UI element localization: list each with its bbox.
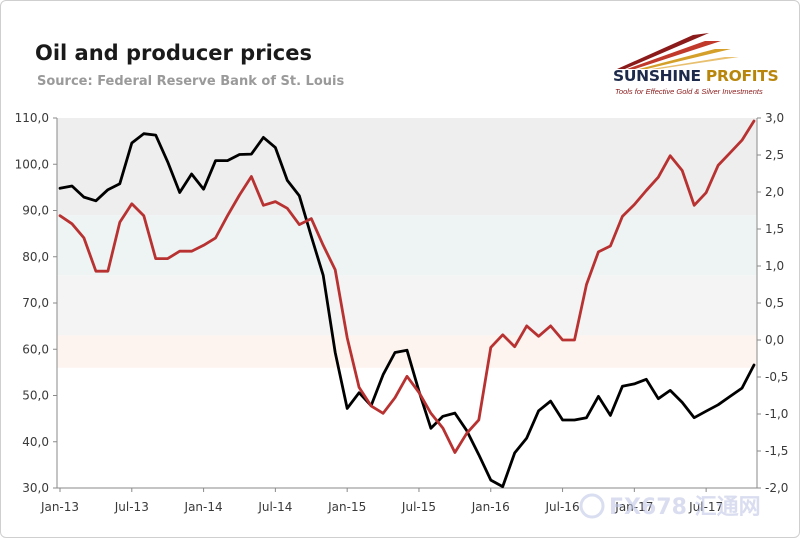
right-tick-label: 2,0 [765, 185, 784, 199]
background-bands [57, 118, 757, 368]
chart-title: Oil and producer prices [35, 41, 312, 65]
x-tick-label: Jul-14 [257, 500, 292, 514]
logo-ray [651, 57, 739, 69]
right-tick-label: 3,0 [765, 111, 784, 125]
left-tick-label: 40,0 [22, 435, 49, 449]
right-tick-label: 0,5 [765, 296, 784, 310]
logo-name: SUNSHINE PROFITS [613, 67, 779, 85]
x-tick-label: Jan-15 [327, 500, 366, 514]
x-tick-label: Jul-17 [688, 500, 723, 514]
right-tick-label: 1,0 [765, 259, 784, 273]
x-tick-label: Jan-17 [614, 500, 653, 514]
logo-name-part1: SUNSHINE [613, 67, 701, 85]
x-tick-label: Jan-13 [40, 500, 79, 514]
right-tick-label: 0,0 [765, 333, 784, 347]
x-tick-label: Jan-16 [471, 500, 510, 514]
left-tick-label: 60,0 [22, 342, 49, 356]
left-tick-label: 50,0 [22, 389, 49, 403]
x-tick-label: Jul-13 [114, 500, 149, 514]
right-tick-label: -1,5 [765, 444, 788, 458]
left-tick-label: 90,0 [22, 204, 49, 218]
left-tick-label: 110,0 [15, 111, 49, 125]
right-tick-label: -2,0 [765, 481, 788, 495]
background-band [57, 118, 757, 216]
right-tick-label: 2,5 [765, 148, 784, 162]
sunshine-profits-logo: SUNSHINE PROFITS Tools for Effective Gol… [597, 27, 787, 99]
logo-ray [627, 41, 721, 69]
logo-ray [617, 33, 709, 69]
sun-rays-icon [617, 33, 739, 69]
right-tick-label: -1,0 [765, 407, 788, 421]
x-tick-label: Jan-14 [184, 500, 223, 514]
series-line-right-axis [58, 119, 756, 454]
left-axis-ticks: 30,0 40,0 50,0 60,0 70,0 80,0 90,0 100,0 110,0 [15, 111, 57, 495]
x-axis-ticks: Jan-13 Jul-13 Jan-14 Jul-14 Jan-15 Jul-15 Jan-… [40, 488, 723, 514]
logo-name-part2: PROFITS [705, 67, 779, 85]
watermark-icon [579, 493, 605, 519]
background-band [57, 215, 757, 276]
left-tick-label: 30,0 [22, 481, 49, 495]
left-tick-label: 100,0 [15, 157, 49, 171]
right-tick-label: -0,5 [765, 370, 788, 384]
series-line-left-axis [58, 132, 756, 489]
watermark: FX678 汇通网 [579, 493, 761, 520]
left-tick-label: 70,0 [22, 296, 49, 310]
x-tick-label: Jul-15 [401, 500, 436, 514]
chart-source: Source: Federal Reserve Bank of St. Loui… [37, 74, 345, 89]
x-tick-label: Jul-16 [545, 500, 580, 514]
left-tick-label: 80,0 [22, 250, 49, 264]
right-axis-ticks: -2,0 -1,5 -1,0 -0,5 0,0 0,5 1,0 1,5 2,0 2,5 3,0 [757, 111, 788, 495]
logo-tagline: Tools for Effective Gold & Silver Invest… [615, 87, 763, 96]
logo-ray [639, 49, 731, 69]
background-band [57, 275, 757, 336]
series-lines [58, 119, 756, 489]
watermark-text: FX678 汇通网 [609, 495, 761, 520]
right-tick-label: 1,5 [765, 222, 784, 236]
